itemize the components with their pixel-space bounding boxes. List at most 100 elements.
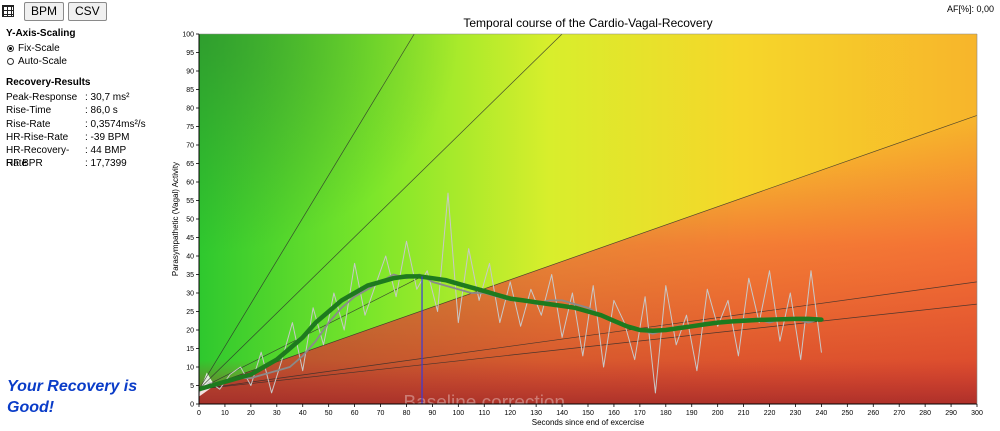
x-tick-label: 70 [377, 410, 385, 417]
x-tick-label: 220 [764, 410, 776, 417]
x-tick-label: 260 [867, 410, 879, 417]
scaling-title: Y-Axis-Scaling [6, 28, 76, 39]
result-label: Rise-Rate [6, 118, 51, 130]
csv-button[interactable]: CSV [68, 1, 107, 21]
x-tick-label: 160 [608, 410, 620, 417]
y-tick-label: 45 [186, 235, 194, 242]
bpm-button[interactable]: BPM [24, 1, 65, 21]
x-tick-label: 130 [530, 410, 542, 417]
plot-area: Baseline correction [199, 34, 977, 413]
x-tick-label: 30 [273, 410, 281, 417]
x-tick-label: 280 [919, 410, 931, 417]
x-tick-label: 40 [299, 410, 307, 417]
x-tick-label: 170 [634, 410, 646, 417]
zone-dark-green [199, 34, 459, 254]
result-value: : -39 BPM [85, 131, 130, 143]
y-tick-label: 100 [182, 32, 194, 39]
reference-line [199, 115, 977, 390]
watermark: Baseline correction [403, 392, 565, 413]
x-tick-label: 100 [452, 410, 464, 417]
recovery-verdict: Your Recovery is Good! [7, 376, 187, 418]
y-tick-label: 0 [190, 402, 194, 409]
series-line [199, 192, 822, 394]
y-tick-label: 30 [186, 291, 194, 298]
reference-line [199, 281, 977, 390]
result-label: HR-Rise-Rate [6, 131, 69, 143]
y-tick-label: 80 [186, 106, 194, 113]
result-label: Rise-Time [6, 105, 52, 117]
x-tick-label: 150 [582, 410, 594, 417]
result-row-rise-time: Rise-Time : 86,0 s [6, 104, 171, 117]
results-title: Recovery-Results [6, 77, 91, 88]
reference-line [199, 303, 977, 390]
y-tick-label: 65 [186, 161, 194, 168]
x-axis-label: Seconds since end of excercise [532, 418, 645, 427]
x-tick-label: 200 [712, 410, 724, 417]
chart-title: Temporal course of the Cardio-Vagal-Reco… [463, 16, 712, 30]
zone-bottom [199, 359, 977, 404]
result-value: : 44 BMP [85, 145, 127, 157]
x-tick-label: 110 [479, 410, 490, 417]
result-row-hr-recovery-rate: HR-Recovery-Rate : 44 BMP [6, 144, 171, 170]
plot-background [199, 34, 977, 405]
auto-scale-label: Auto-Scale [18, 56, 67, 67]
y-tick-label: 95 [186, 50, 194, 57]
y-tick-label: 50 [186, 217, 194, 224]
y-tick-label: 15 [186, 346, 194, 353]
series-line [199, 274, 824, 392]
result-value: : 17,7399 [85, 158, 127, 170]
x-tick-label: 290 [945, 410, 957, 417]
verdict-line-2: Good! [7, 399, 55, 416]
fix-scale-radio[interactable] [7, 45, 14, 52]
x-tick-label: 80 [403, 410, 411, 417]
result-row-peak-response: Peak-Response : 30,7 ms² [6, 91, 171, 104]
toolbar: BPM CSV [0, 0, 107, 22]
result-value: : 30,7 ms² [85, 92, 130, 103]
x-tick-label: 210 [738, 410, 750, 417]
y-tick-label: 70 [186, 143, 194, 150]
reference-line [199, 34, 415, 390]
result-label: Peak-Response [6, 92, 78, 103]
verdict-line-1: Your Recovery is [7, 378, 138, 395]
x-tick-label: 50 [325, 410, 333, 417]
table-grid-icon[interactable] [2, 5, 14, 17]
af-readout: AF[%]: 0,00 [946, 4, 994, 14]
axes: 0 5 10 15 20 25 30 35 40 45 50 55 60 65 70 75 80 85 90 95 10… [182, 32, 983, 418]
x-tick-label: 90 [429, 410, 437, 417]
x-tick-label: 240 [816, 410, 828, 417]
reference-line [199, 34, 563, 390]
x-tick-label: 120 [504, 410, 516, 417]
x-tick-label: 270 [893, 410, 905, 417]
y-tick-label: 10 [186, 365, 194, 372]
x-tick-label: 180 [660, 410, 672, 417]
y-tick-label: 20 [186, 328, 194, 335]
x-tick-label: 60 [351, 410, 359, 417]
x-tick-label: 140 [556, 410, 568, 417]
y-tick-label: 75 [186, 124, 194, 131]
y-tick-label: 85 [186, 87, 194, 94]
x-tick-label: 20 [247, 410, 255, 417]
y-tick-label: 55 [186, 198, 194, 205]
fix-scale-option[interactable]: Fix-Scale [7, 42, 171, 55]
y-axis-label: Parasympathetic (Vagal) Activity [171, 162, 180, 276]
zone-red [199, 115, 977, 405]
fix-scale-label: Fix-Scale [18, 43, 60, 54]
y-tick-label: 35 [186, 272, 194, 279]
auto-scale-option[interactable]: Auto-Scale [7, 55, 171, 68]
x-tick-label: 10 [221, 410, 229, 417]
result-label: HF BPR [6, 158, 43, 170]
result-row-hr-rise-rate: HR-Rise-Rate : -39 BPM [6, 131, 171, 144]
x-tick-label: 190 [686, 410, 698, 417]
y-tick-label: 90 [186, 69, 194, 76]
result-row-hf-bpr: HF BPR : 17,7399 [6, 157, 171, 170]
x-tick-label: 300 [971, 410, 983, 417]
result-value: : 0,3574ms²/s [85, 118, 146, 130]
result-label: HR-Recovery-Rate [6, 145, 70, 170]
auto-scale-radio[interactable] [7, 58, 14, 65]
result-row-rise-rate: Rise-Rate : 0,3574ms²/s [6, 118, 171, 131]
y-tick-label: 40 [186, 254, 194, 261]
y-tick-label: 60 [186, 180, 194, 187]
x-tick-label: 230 [790, 410, 802, 417]
y-tick-label: 5 [190, 383, 194, 390]
